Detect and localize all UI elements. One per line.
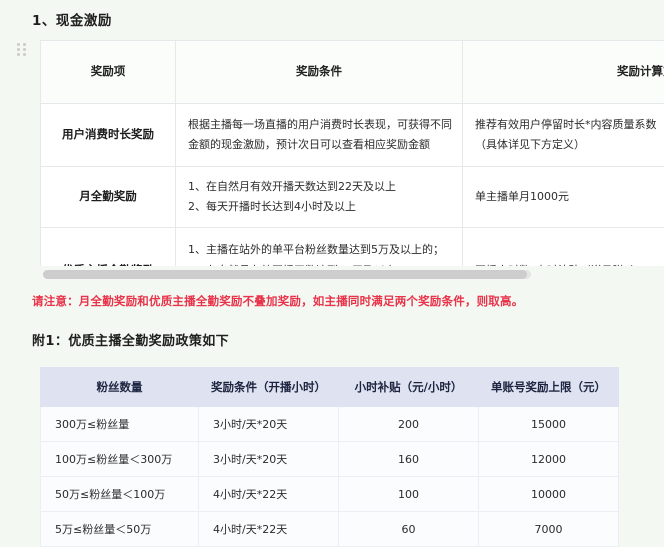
reward-item-name: 月全勤奖励 xyxy=(41,167,176,228)
horizontal-scrollbar[interactable] xyxy=(43,270,531,279)
appendix-table-wrap: 粉丝数量 奖励条件（开播小时） 小时补贴（元/小时） 单账号奖励上限（元） 30… xyxy=(40,367,618,547)
hourly-subsidy-cell: 100 xyxy=(339,477,479,512)
reward-item-name: 优质主播全勤奖励 xyxy=(41,228,176,267)
fan-count-cell: 100万≤粉丝量＜300万 xyxy=(41,442,199,477)
table-row: 50万≤粉丝量＜100万 4小时/天*22天 100 10000 xyxy=(41,477,619,512)
drag-dot xyxy=(17,48,20,51)
reward-condition-cell: 4小时/天*22天 xyxy=(199,512,339,547)
page-title: 1、现金激励 xyxy=(32,9,112,29)
reward-cap-cell: 10000 xyxy=(479,477,619,512)
reward-condition-cell: 4小时/天*22天 xyxy=(199,477,339,512)
calculation-line: 推荐有效用户停留时长*内容质量系数 xyxy=(475,115,664,135)
table-row: 月全勤奖励 1、在自然月有效开播天数达到22天及以上 2、每天开播时长达到4小时… xyxy=(41,167,664,228)
condition-line: 1、在自然月有效开播天数达到22天及以上 xyxy=(188,177,450,197)
column-header-reward-calculation: 奖励计算方式 xyxy=(463,41,664,104)
cash-incentive-table-viewport[interactable]: 奖励项 奖励条件 奖励计算方式 用户消费时长奖励 根据主播每一场直播的用户消费时… xyxy=(40,40,664,266)
reward-condition-cell: 根据主播每一场直播的用户消费时长表现，可获得不同 金额的现金激励，预计次日可以查… xyxy=(176,104,463,167)
column-header-reward-item: 奖励项 xyxy=(41,41,176,104)
appendix-title: 附1：优质主播全勤奖励政策如下 xyxy=(32,330,229,349)
reward-cap-cell: 12000 xyxy=(479,442,619,477)
reward-condition-cell: 3小时/天*20天 xyxy=(199,442,339,477)
reward-condition-cell: 1、在自然月有效开播天数达到22天及以上 2、每天开播时长达到4小时及以上 xyxy=(176,167,463,228)
reward-condition-cell: 1、主播在站外的单平台粉丝数量达到5万及以上的； 2、在自然月有效开播天数达到2… xyxy=(176,228,463,267)
reward-calculation-cell: 开播小时数*小时补贴（详见附1） xyxy=(463,228,664,267)
scrollbar-thumb[interactable] xyxy=(43,270,527,279)
appendix-table: 粉丝数量 奖励条件（开播小时） 小时补贴（元/小时） 单账号奖励上限（元） 30… xyxy=(40,367,619,547)
column-header-hourly-subsidy: 小时补贴（元/小时） xyxy=(339,368,479,407)
hourly-subsidy-cell: 160 xyxy=(339,442,479,477)
reward-cap-cell: 7000 xyxy=(479,512,619,547)
hourly-subsidy-cell: 60 xyxy=(339,512,479,547)
table-row: 100万≤粉丝量＜300万 3小时/天*20天 160 12000 xyxy=(41,442,619,477)
warning-notice: 请注意：月全勤奖励和优质主播全勤奖励不叠加奖励，如主播同时满足两个奖励条件，则取… xyxy=(32,293,523,309)
table-header-row: 粉丝数量 奖励条件（开播小时） 小时补贴（元/小时） 单账号奖励上限（元） xyxy=(41,368,619,407)
condition-line: 2、在自然月有效开播天数达到20天及以上 xyxy=(188,261,450,266)
condition-line: 2、每天开播时长达到4小时及以上 xyxy=(188,197,450,217)
table-header-row: 奖励项 奖励条件 奖励计算方式 xyxy=(41,41,664,104)
reward-calculation-cell: 单主播单月1000元 xyxy=(463,167,664,228)
table-row: 300万≤粉丝量 3小时/天*20天 200 15000 xyxy=(41,407,619,442)
column-header-reward-condition-hours: 奖励条件（开播小时） xyxy=(199,368,339,407)
cash-incentive-table: 奖励项 奖励条件 奖励计算方式 用户消费时长奖励 根据主播每一场直播的用户消费时… xyxy=(40,40,664,266)
hourly-subsidy-cell: 200 xyxy=(339,407,479,442)
table-row: 用户消费时长奖励 根据主播每一场直播的用户消费时长表现，可获得不同 金额的现金激… xyxy=(41,104,664,167)
column-header-fan-count: 粉丝数量 xyxy=(41,368,199,407)
drag-dot xyxy=(23,48,26,51)
fan-count-cell: 300万≤粉丝量 xyxy=(41,407,199,442)
drag-dot xyxy=(23,53,26,56)
drag-dot xyxy=(23,43,26,46)
calculation-line: （具体详见下方定义） xyxy=(475,135,664,155)
condition-line: 金额的现金激励，预计次日可以查看相应奖励金额 xyxy=(188,135,450,155)
drag-dot xyxy=(17,53,20,56)
fan-count-cell: 5万≤粉丝量＜50万 xyxy=(41,512,199,547)
reward-calculation-cell: 推荐有效用户停留时长*内容质量系数 （具体详见下方定义） xyxy=(463,104,664,167)
reward-condition-cell: 3小时/天*20天 xyxy=(199,407,339,442)
condition-line: 根据主播每一场直播的用户消费时长表现，可获得不同 xyxy=(188,115,450,135)
reward-cap-cell: 15000 xyxy=(479,407,619,442)
drag-handle-icon[interactable] xyxy=(17,43,27,59)
reward-item-name: 用户消费时长奖励 xyxy=(41,104,176,167)
table-row: 5万≤粉丝量＜50万 4小时/天*22天 60 7000 xyxy=(41,512,619,547)
calculation-line: 单主播单月1000元 xyxy=(475,187,664,207)
column-header-reward-condition: 奖励条件 xyxy=(176,41,463,104)
column-header-account-reward-cap: 单账号奖励上限（元） xyxy=(479,368,619,407)
drag-dot xyxy=(17,43,20,46)
fan-count-cell: 50万≤粉丝量＜100万 xyxy=(41,477,199,512)
table-row: 优质主播全勤奖励 1、主播在站外的单平台粉丝数量达到5万及以上的； 2、在自然月… xyxy=(41,228,664,267)
condition-line: 1、主播在站外的单平台粉丝数量达到5万及以上的； xyxy=(188,240,450,260)
calculation-line: 开播小时数*小时补贴（详见附1） xyxy=(475,261,664,266)
